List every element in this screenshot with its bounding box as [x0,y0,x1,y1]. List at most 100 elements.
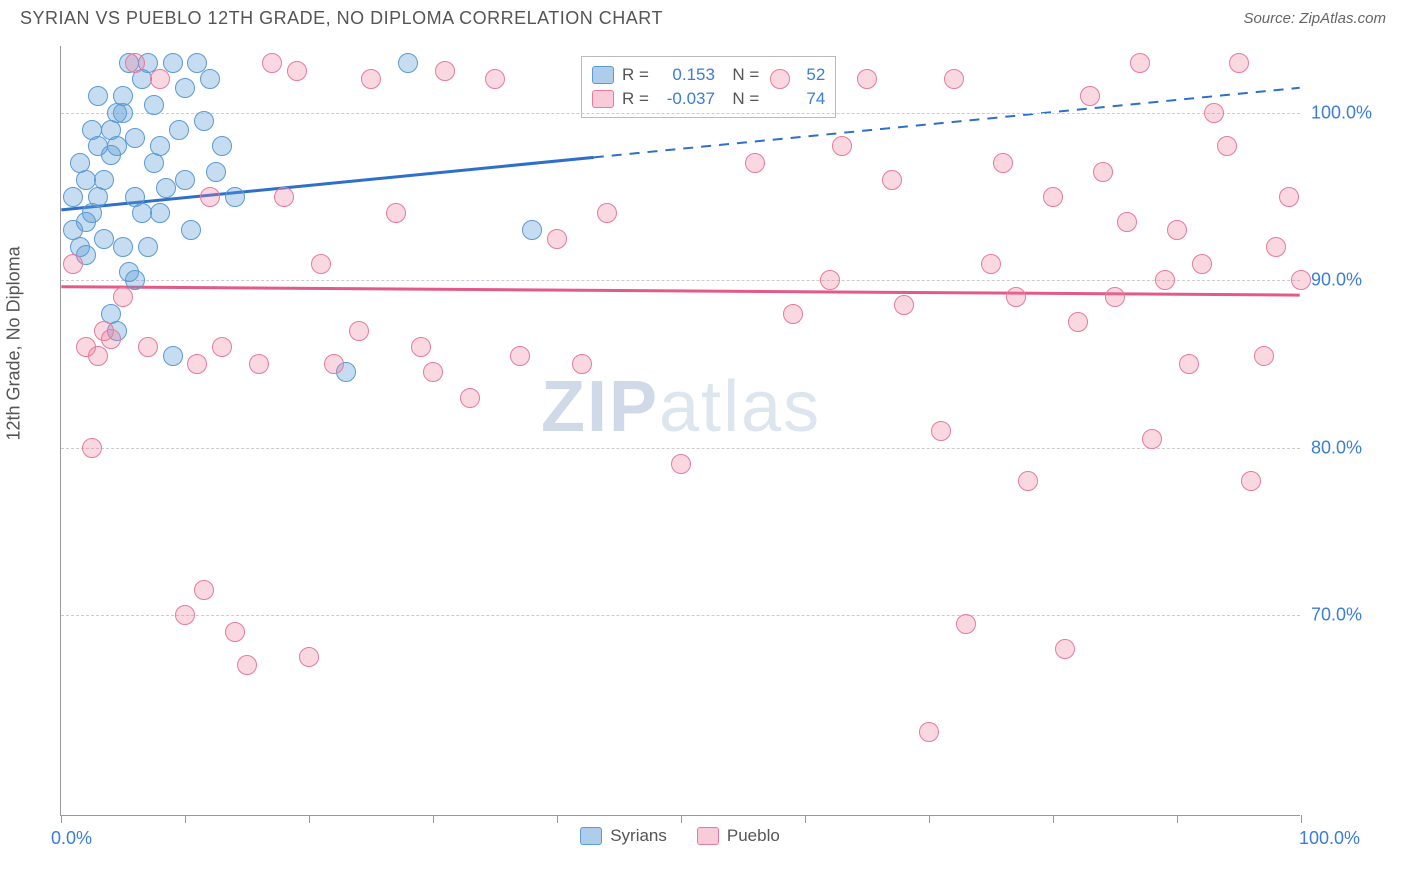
data-point [287,61,307,81]
legend-item-syrians: Syrians [580,826,667,846]
data-point [770,69,790,89]
data-point [94,229,114,249]
correlation-legend: R = 0.153 N = 52 R = -0.037 N = 74 [581,56,836,118]
data-point [225,622,245,642]
data-point [857,69,877,89]
data-point [125,128,145,148]
data-point [783,304,803,324]
data-point [200,187,220,207]
x-tick [557,815,558,823]
data-point [956,614,976,634]
data-point [1204,103,1224,123]
data-point [225,187,245,207]
data-point [63,254,83,274]
x-tick [1177,815,1178,823]
data-point [349,321,369,341]
data-point [212,136,232,156]
data-point [1229,53,1249,73]
data-point [1093,162,1113,182]
x-tick [1053,815,1054,823]
data-point [460,388,480,408]
data-point [944,69,964,89]
data-point [1241,471,1261,491]
y-tick-label: 80.0% [1311,437,1362,458]
y-axis-label: 12th Grade, No Diploma [4,246,25,440]
data-point [894,295,914,315]
data-point [194,580,214,600]
data-point [113,287,133,307]
data-point [411,337,431,357]
data-point [1006,287,1026,307]
gridline [61,448,1300,449]
data-point [324,354,344,374]
data-point [1117,212,1137,232]
data-point [150,69,170,89]
data-point [993,153,1013,173]
data-point [132,203,152,223]
data-point [485,69,505,89]
data-point [1266,237,1286,257]
data-point [597,203,617,223]
data-point [82,438,102,458]
data-point [1279,187,1299,207]
watermark: ZIPatlas [541,366,821,448]
x-tick [929,815,930,823]
data-point [107,136,127,156]
data-point [671,454,691,474]
data-point [919,722,939,742]
data-point [163,53,183,73]
data-point [187,354,207,374]
data-point [181,220,201,240]
x-tick [1301,815,1302,823]
data-point [1142,429,1162,449]
trend-lines-layer [61,46,1300,815]
data-point [249,354,269,374]
data-point [820,270,840,290]
data-point [1179,354,1199,374]
data-point [63,187,83,207]
x-tick [309,815,310,823]
data-point [361,69,381,89]
data-point [1055,639,1075,659]
data-point [262,53,282,73]
legend-row-syrians: R = 0.153 N = 52 [592,63,825,87]
data-point [1254,346,1274,366]
data-point [175,78,195,98]
data-point [522,220,542,240]
gridline [61,280,1300,281]
x-tick [61,815,62,823]
gridline [61,615,1300,616]
chart-plot-area: ZIPatlas R = 0.153 N = 52 R = -0.037 N =… [60,46,1300,816]
x-tick [433,815,434,823]
data-point [138,337,158,357]
data-point [311,254,331,274]
legend-row-pueblo: R = -0.037 N = 74 [592,87,825,111]
data-point [113,103,133,123]
data-point [175,605,195,625]
x-tick [185,815,186,823]
gridline [61,113,1300,114]
data-point [175,170,195,190]
legend-item-pueblo: Pueblo [697,826,780,846]
x-tick [681,815,682,823]
data-point [931,421,951,441]
data-point [163,346,183,366]
data-point [101,329,121,349]
data-point [125,270,145,290]
y-tick-label: 90.0% [1311,270,1362,291]
data-point [274,187,294,207]
swatch-icon [697,827,719,845]
data-point [423,362,443,382]
y-tick-label: 100.0% [1311,102,1372,123]
data-point [237,655,257,675]
data-point [386,203,406,223]
source-attribution: Source: ZipAtlas.com [1243,10,1386,27]
data-point [156,178,176,198]
x-tick [805,815,806,823]
data-point [981,254,1001,274]
data-point [1192,254,1212,274]
data-point [144,95,164,115]
data-point [745,153,765,173]
y-tick-label: 70.0% [1311,605,1362,626]
data-point [125,53,145,73]
